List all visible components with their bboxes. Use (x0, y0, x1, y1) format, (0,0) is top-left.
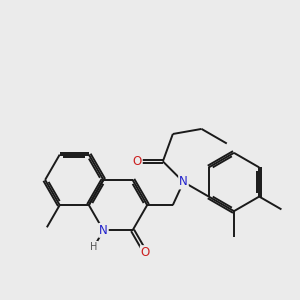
Text: N: N (179, 176, 188, 188)
Text: O: O (141, 246, 150, 259)
Text: N: N (99, 224, 108, 237)
Text: H: H (90, 242, 98, 252)
Text: O: O (133, 155, 142, 168)
